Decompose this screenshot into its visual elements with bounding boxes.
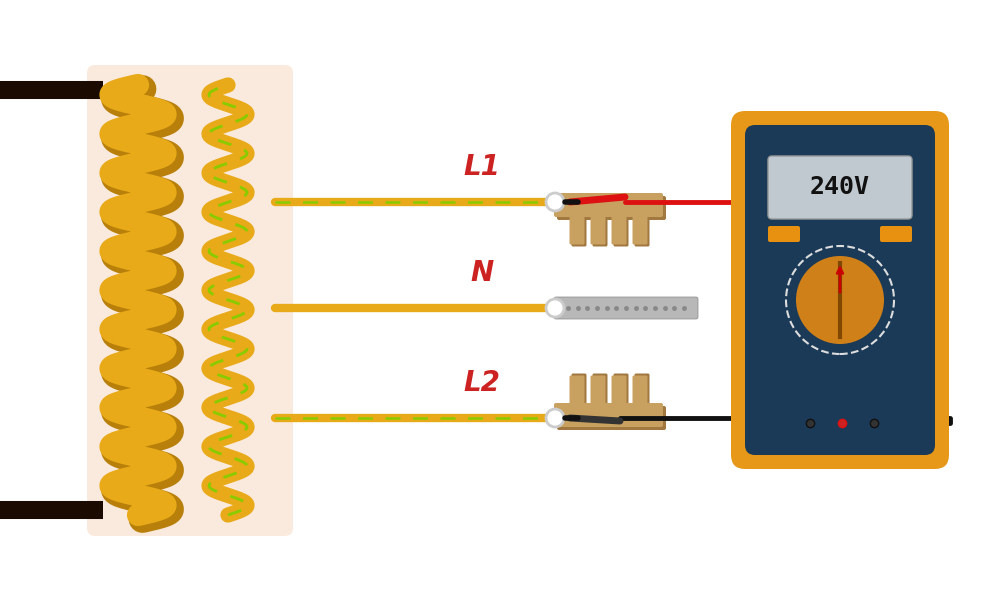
Circle shape (546, 409, 564, 427)
Circle shape (546, 193, 564, 211)
FancyBboxPatch shape (633, 214, 648, 245)
FancyBboxPatch shape (768, 226, 800, 242)
FancyBboxPatch shape (612, 376, 626, 407)
FancyBboxPatch shape (592, 373, 608, 404)
FancyBboxPatch shape (554, 193, 663, 217)
Text: L1: L1 (464, 153, 500, 181)
FancyBboxPatch shape (768, 156, 912, 219)
FancyBboxPatch shape (590, 214, 606, 245)
FancyBboxPatch shape (633, 376, 648, 407)
FancyBboxPatch shape (557, 196, 666, 220)
FancyBboxPatch shape (554, 297, 698, 319)
FancyBboxPatch shape (880, 226, 912, 242)
FancyBboxPatch shape (592, 215, 608, 247)
FancyBboxPatch shape (572, 215, 586, 247)
FancyBboxPatch shape (745, 125, 935, 455)
Circle shape (796, 256, 884, 344)
Text: L2: L2 (464, 369, 500, 397)
Circle shape (546, 299, 564, 317)
Text: 240V: 240V (810, 175, 870, 199)
FancyBboxPatch shape (554, 403, 663, 427)
Text: N: N (470, 259, 494, 287)
FancyBboxPatch shape (572, 373, 586, 404)
FancyBboxPatch shape (590, 376, 606, 407)
FancyBboxPatch shape (570, 214, 585, 245)
FancyBboxPatch shape (614, 215, 629, 247)
FancyBboxPatch shape (557, 406, 666, 430)
FancyBboxPatch shape (635, 373, 650, 404)
FancyBboxPatch shape (87, 65, 293, 536)
FancyBboxPatch shape (612, 214, 626, 245)
FancyBboxPatch shape (635, 215, 650, 247)
FancyBboxPatch shape (570, 376, 585, 407)
FancyBboxPatch shape (731, 111, 949, 469)
FancyBboxPatch shape (614, 373, 629, 404)
